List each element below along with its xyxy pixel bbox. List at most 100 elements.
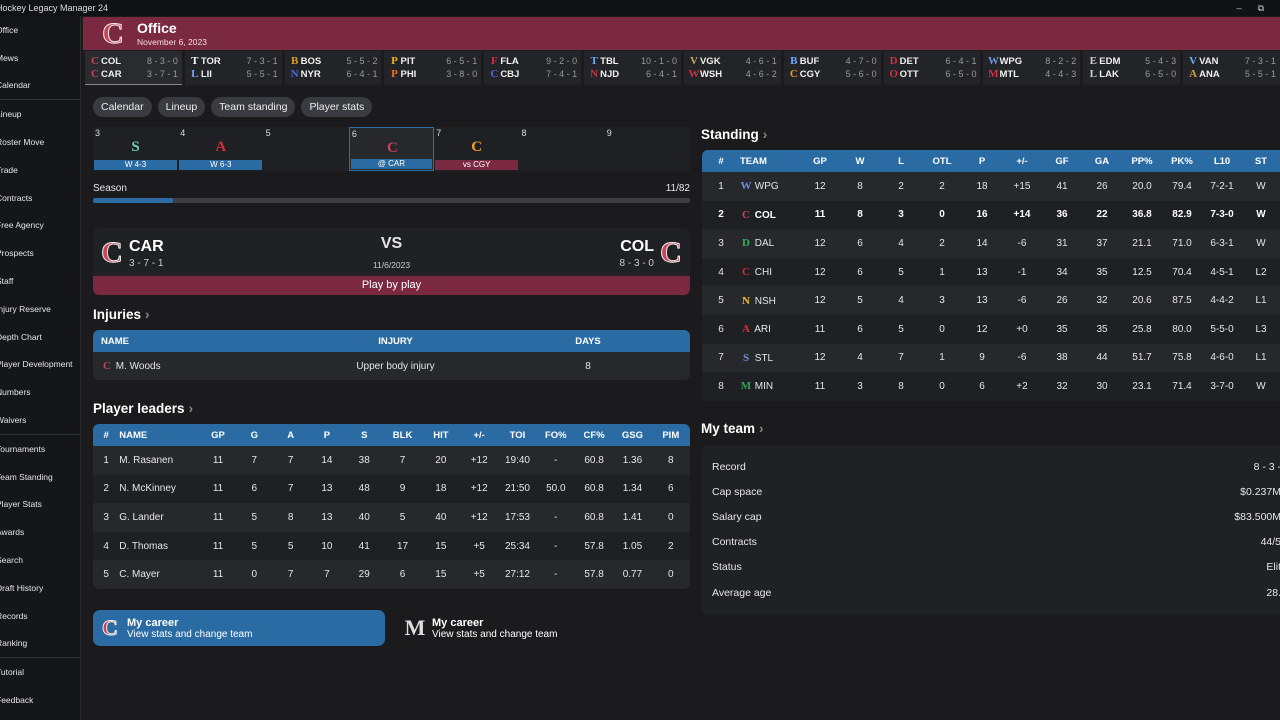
sidebar-item[interactable]: Tournaments: [0, 443, 46, 454]
team-abbr: CBJ: [500, 68, 520, 80]
tab-lineup[interactable]: Lineup: [157, 97, 206, 117]
sidebar-item[interactable]: Team Standing: [0, 471, 53, 482]
team-record: 9 - 2 - 0: [546, 55, 578, 66]
table-row[interactable]: 7 S STL 12 4 7 1 9 -6 38 44 51.7 75.8 4-6-0 L1: [702, 343, 1280, 373]
table-row[interactable]: 4 D. Thomas 11 5 5 10 41 17 15 +5 25:34 - 57.8 1.05 2: [93, 531, 690, 561]
sidebar-item[interactable]: Ranking: [0, 638, 28, 649]
team-logo-icon: T: [590, 54, 598, 67]
scoreboard-game[interactable]: V VGK 4 - 6 - 1 WWSH 4 - 6 - 2: [683, 51, 781, 85]
table-cell: 12.5: [1132, 266, 1152, 278]
player-leaders-heading[interactable]: Player leaders ›: [93, 401, 194, 416]
col-header: FO%: [544, 429, 567, 441]
schedule-day[interactable]: 9: [605, 127, 690, 171]
sidebar-item[interactable]: Roster Move: [0, 137, 45, 148]
sidebar-item[interactable]: Calendar: [0, 80, 31, 91]
table-row[interactable]: 5 C. Mayer 11 0 7 7 29 6 15 +5 27:12 - 57.8 0.77 0: [93, 560, 690, 589]
table-cell: 5: [718, 295, 724, 307]
schedule-day[interactable]: 4 A W 6-3: [178, 127, 263, 171]
scoreboard-game[interactable]: V VAN 7 - 3 - 1 A ANA 5 - 5 - 1: [1183, 51, 1280, 85]
sidebar-item[interactable]: Contracts: [0, 192, 33, 203]
team-logo-icon: C: [490, 67, 499, 80]
table-row[interactable]: 1 W WPG 12 8 2 2 18 +15 41 26 20.0 79.4 7-2-1 W: [702, 172, 1280, 201]
scoreboard-game[interactable]: C COL 8 - 3 - 0 C CAR 3 - 7 - 1: [85, 51, 182, 85]
col-header: GF: [1055, 155, 1069, 167]
scoreboard-game[interactable]: D DET 6 - 4 - 1 O OTT 6 - 5 - 0: [883, 51, 981, 85]
sidebar-item[interactable]: Prospects: [0, 248, 34, 259]
schedule-day[interactable]: 3 S W 4-3: [93, 127, 178, 171]
table-row[interactable]: 3 G. Lander 11 5 8 13 40 5 40 +12 17:53 - 60.8 1.41 0: [93, 503, 690, 532]
sidebar-item[interactable]: Numbers: [0, 387, 31, 398]
injuries-heading[interactable]: Injuries ›: [93, 307, 150, 322]
team-record: 10 - 1 - 0: [640, 55, 677, 66]
table-row[interactable]: 8 M MIN 11 3 8 0 6 +2 32 30 23.1 71.4 3-7-0 W: [702, 372, 1280, 401]
scoreboard-game[interactable]: F FLA 9 - 2 - 0 C CBJ 7 - 4 - 1: [484, 51, 582, 85]
table-row[interactable]: 2 C COL 11 8 3 0 16 +14 36 22 36.8 82.9 7-3-0 W: [702, 200, 1280, 230]
info-value: 44/5: [1260, 536, 1280, 549]
chevron-right-icon: ›: [145, 307, 150, 322]
table-row[interactable]: 6 A ARI 11 6 5 0 12 +0 35 35 25.8 80.0 5-5-0 L3: [702, 314, 1280, 344]
table-cell: 3: [103, 511, 109, 523]
my-career-alt-button[interactable]: M My career View stats and change team: [398, 610, 690, 646]
sidebar-item[interactable]: Draft History: [0, 582, 44, 593]
col-header: GP: [813, 155, 827, 167]
col-header: CF%: [583, 429, 605, 441]
scoreboard-game[interactable]: T TBL 10 - 1 - 0 N NJD 6 - 4 - 1: [584, 51, 681, 85]
table-cell: 17:53: [504, 511, 530, 523]
table-row[interactable]: 1 M. Rasanen 11 7 7 14 38 7 20 +12 19:40 - 60.8 1.36 8: [93, 446, 690, 475]
sidebar-item[interactable]: Staff: [0, 276, 14, 287]
table-row[interactable]: 4 C CHI 12 6 5 1 13 -1 34 35 12.5 70.4 4-5-1 L2: [702, 257, 1280, 287]
scoreboard-game[interactable]: B BOS 5 - 5 - 2 N NYR 6 - 4 - 1: [284, 51, 382, 85]
sidebar-item[interactable]: Player Development: [0, 359, 73, 370]
team-record: 4 - 4 - 3: [1045, 68, 1077, 79]
scoreboard-game[interactable]: T TOR 7 - 3 - 1 L LII 5 - 5 - 1: [184, 51, 282, 85]
minimize-icon[interactable]: –: [1236, 2, 1242, 13]
info-value: 28.: [1266, 586, 1280, 599]
my-career-button[interactable]: C My career View stats and change team: [93, 610, 385, 646]
table-row[interactable]: 5 N NSH 12 5 4 3 13 -6 26 32 20.6 87.5 4-4-2 L1: [702, 286, 1280, 315]
maximize-icon[interactable]: ⧉: [1257, 2, 1264, 13]
table-row[interactable]: C M. Woods Upper body injury 8: [93, 352, 690, 380]
table-cell: 35: [1096, 323, 1108, 335]
my-team-heading[interactable]: My team ›: [701, 421, 764, 436]
sidebar-item[interactable]: Awards: [0, 527, 25, 538]
scoreboard-game[interactable]: WWPG 8 - 2 - 2 MMTL 4 - 4 - 3: [983, 51, 1081, 85]
table-cell: W: [1256, 237, 1266, 249]
sidebar-item[interactable]: Feedback: [0, 695, 34, 706]
sidebar-item[interactable]: Lineup: [0, 109, 22, 120]
sidebar-item[interactable]: Office: [0, 24, 19, 35]
table-cell: 5: [251, 511, 258, 523]
table-cell: 4-4-2: [1210, 295, 1234, 307]
table-cell: L1: [1255, 352, 1267, 364]
sidebar-item[interactable]: Mews: [0, 52, 19, 63]
standing-heading[interactable]: Standing ›: [701, 127, 768, 142]
table-cell: C. Mayer: [119, 569, 160, 581]
table-cell: 4: [103, 540, 109, 552]
scoreboard-game[interactable]: E EDM 5 - 4 - 3 L LAK 6 - 5 - 0: [1083, 51, 1181, 85]
play-by-play-button[interactable]: Play by play: [93, 276, 690, 295]
tab-team-standing[interactable]: Team standing: [211, 97, 296, 117]
team-abbr: EDM: [1099, 55, 1121, 67]
sidebar-item[interactable]: Injury Reserve: [0, 303, 51, 314]
sidebar-item[interactable]: Tutorial: [0, 667, 25, 678]
scoreboard-game[interactable]: B BUF 4 - 7 - 0 C CGY 5 - 6 - 0: [783, 51, 881, 85]
scoreboard-game[interactable]: P PIT 6 - 5 - 1 P PHI 3 - 8 - 0: [384, 51, 482, 85]
office-tabs: Calendar Lineup Team standing Player stats: [93, 97, 373, 117]
sidebar-item[interactable]: Free Agency: [0, 220, 44, 231]
info-value: $0.237M: [1240, 485, 1280, 498]
sidebar-item[interactable]: Player Stats: [0, 499, 42, 510]
schedule-day[interactable]: 6 C @ CAR: [348, 127, 434, 171]
sidebar-item[interactable]: Records: [0, 610, 28, 621]
tab-calendar[interactable]: Calendar: [93, 97, 152, 117]
table-row[interactable]: 2 N. McKinney 11 6 7 13 48 9 18 +12 21:50 50.0 60.8 1…: [93, 474, 690, 504]
team-logo-icon: W: [688, 67, 700, 80]
sidebar-item[interactable]: Search: [0, 555, 23, 566]
sidebar-item[interactable]: Waivers: [0, 415, 27, 426]
table-row[interactable]: 3 D DAL 12 6 4 2 14 -6 31 37 21.1 71.0 6-3-1 W: [702, 229, 1280, 258]
schedule-day[interactable]: 5: [264, 127, 349, 171]
table-cell: 4: [898, 237, 904, 249]
tab-player-stats[interactable]: Player stats: [301, 97, 373, 117]
schedule-day[interactable]: 8: [520, 127, 605, 171]
sidebar-item[interactable]: Trade: [0, 164, 18, 175]
sidebar-item[interactable]: Depth Chart: [0, 331, 42, 342]
